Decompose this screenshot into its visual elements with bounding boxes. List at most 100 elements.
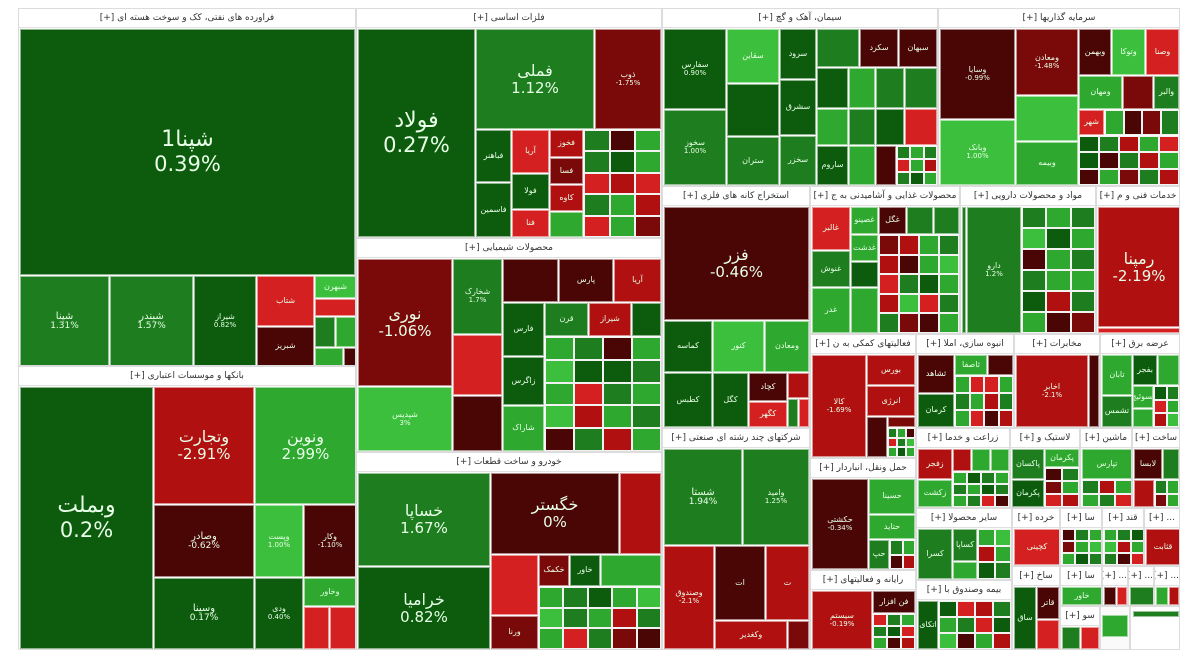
stock-tile[interactable]: خراميا 0.82% xyxy=(358,567,490,649)
stock-tile[interactable]: وصادر -0.62% xyxy=(154,505,254,577)
stock-tile[interactable]: حکشتی -0.34% xyxy=(812,479,868,569)
stock-tile[interactable] xyxy=(953,562,977,579)
stock-tile[interactable]: اتکای xyxy=(918,601,938,649)
stock-tile[interactable] xyxy=(876,146,896,185)
stock-tile[interactable]: وسینا 0.17% xyxy=(154,578,254,649)
stock-tile[interactable]: شپنا 1.31% xyxy=(20,276,109,365)
stock-tile[interactable]: تشمس xyxy=(1102,396,1132,427)
small-stocks-grid[interactable] xyxy=(1082,480,1131,507)
stock-tile[interactable]: فولا xyxy=(512,174,549,209)
stock-tile[interactable]: شیراز 0.82% xyxy=(194,276,256,365)
stock-tile[interactable] xyxy=(907,207,933,234)
stock-tile[interactable]: فملی 1.12% xyxy=(476,29,594,129)
stock-tile[interactable]: کنور xyxy=(713,321,764,372)
stock-tile[interactable] xyxy=(727,84,779,136)
stock-tile[interactable]: سخوز 1.00% xyxy=(664,110,726,185)
stock-tile[interactable]: وبانک 1.00% xyxy=(940,120,1015,185)
stock-tile[interactable] xyxy=(851,288,878,333)
stock-tile[interactable]: تپارس xyxy=(1082,449,1131,479)
small-stocks-grid[interactable] xyxy=(939,601,1011,649)
stock-tile[interactable] xyxy=(550,212,583,237)
stock-tile[interactable]: سیستم -0.19% xyxy=(812,591,872,649)
stock-tile[interactable]: کچاد xyxy=(749,373,787,401)
stock-tile[interactable]: غدشت xyxy=(851,235,878,261)
stock-tile[interactable] xyxy=(330,607,355,649)
stock-tile[interactable] xyxy=(1158,355,1179,385)
stock-tile[interactable] xyxy=(888,417,915,427)
stock-tile[interactable]: حتاید xyxy=(869,515,915,539)
sector-header[interactable]: ... [+] xyxy=(1129,567,1153,586)
stock-tile[interactable]: ونوین 2.99% xyxy=(255,387,355,504)
stock-tile[interactable]: کساپا xyxy=(953,529,977,561)
stock-tile[interactable]: حسینا xyxy=(869,479,915,514)
sector-header[interactable]: محصولات غذایی و آشامیدنی به ج [+] xyxy=(811,187,959,206)
stock-tile[interactable]: غالبر xyxy=(812,207,850,250)
small-stocks-grid[interactable] xyxy=(1104,529,1143,565)
stock-tile[interactable]: فنا xyxy=(512,210,549,237)
stock-tile[interactable] xyxy=(905,109,937,145)
stock-tile[interactable]: فزر -0.46% xyxy=(664,207,809,320)
sector-header[interactable]: فراورده های نفتی، کک و سوخت هسته ای [+] xyxy=(19,9,355,28)
stock-tile[interactable] xyxy=(503,259,558,302)
stock-tile[interactable]: وتجارت -2.91% xyxy=(154,387,254,504)
stock-tile[interactable]: ساروم xyxy=(817,146,848,185)
stock-tile[interactable] xyxy=(851,262,878,287)
sector-header[interactable]: خرده [+] xyxy=(1013,509,1059,528)
sector-header[interactable]: بیمه وصندوق با [+] xyxy=(917,581,1011,600)
stock-tile[interactable] xyxy=(1089,355,1099,427)
sector-header[interactable]: ساخت [+] xyxy=(1133,429,1179,448)
stock-tile[interactable]: ساق xyxy=(1014,587,1036,649)
stock-tile[interactable]: سشرق xyxy=(780,80,816,135)
small-stocks-grid[interactable] xyxy=(873,614,915,649)
stock-tile[interactable]: ومهان xyxy=(1079,76,1122,109)
sector-header[interactable]: مواد و محصولات دارویی [+] xyxy=(961,187,1095,206)
sector-header[interactable]: فعالیتهای کمکی به ن [+] xyxy=(811,335,915,354)
stock-tile[interactable]: خساپا 1.67% xyxy=(358,473,490,566)
stock-tile[interactable]: حپ xyxy=(869,540,889,569)
stock-tile[interactable]: ومعادن xyxy=(765,321,809,372)
sector-header[interactable]: حمل ونقل، انباردار [+] xyxy=(811,459,915,478)
stock-tile[interactable] xyxy=(1117,587,1127,605)
sector-header[interactable]: فلزات اساسی [+] xyxy=(357,9,661,28)
stock-tile[interactable]: سرود xyxy=(780,29,816,79)
stock-tile[interactable]: والبر xyxy=(1154,76,1179,109)
stock-tile[interactable]: بفجر xyxy=(1133,355,1157,385)
stock-tile[interactable]: ستران xyxy=(727,137,779,185)
stock-tile[interactable]: وسایا -0.99% xyxy=(940,29,1015,119)
stock-tile[interactable]: خاور xyxy=(1062,587,1101,605)
stock-tile[interactable]: اخابر -2.1% xyxy=(1016,355,1088,427)
stock-tile[interactable] xyxy=(1169,587,1179,605)
stock-tile[interactable]: خکمک xyxy=(539,555,569,586)
stock-tile[interactable] xyxy=(1123,76,1153,109)
stock-tile[interactable]: وتوکا xyxy=(1112,29,1145,75)
small-stocks-grid[interactable] xyxy=(584,130,661,237)
small-stocks-grid[interactable] xyxy=(879,235,959,333)
stock-tile[interactable] xyxy=(601,555,661,586)
stock-tile[interactable]: وکار -1.10% xyxy=(304,505,355,577)
stock-tile[interactable]: غدر xyxy=(812,288,850,333)
small-stocks-grid[interactable] xyxy=(888,428,915,457)
stock-tile[interactable] xyxy=(344,348,355,365)
stock-tile[interactable] xyxy=(876,109,904,145)
sector-header[interactable]: سرمایه گذاریها [+] xyxy=(939,9,1179,28)
stock-tile[interactable]: غنوش xyxy=(812,251,850,287)
stock-tile[interactable] xyxy=(1134,480,1154,507)
stock-tile[interactable]: شبریز xyxy=(257,327,314,365)
stock-tile[interactable]: وصنا xyxy=(1146,29,1179,75)
stock-tile[interactable]: دارو 1.2% xyxy=(967,207,1021,333)
stock-tile[interactable] xyxy=(620,473,661,554)
stock-tile[interactable]: ثشاهد xyxy=(918,355,954,393)
stock-tile[interactable] xyxy=(1062,627,1080,649)
stock-tile[interactable]: آریا xyxy=(512,130,549,173)
stock-tile[interactable] xyxy=(315,317,335,347)
sector-header[interactable]: قند [+] xyxy=(1103,509,1143,528)
stock-tile[interactable] xyxy=(453,335,502,395)
stock-tile[interactable]: کماسه xyxy=(664,321,712,372)
sector-header[interactable]: زراعت و خدما [+] xyxy=(917,429,1009,448)
stock-tile[interactable]: کچینی xyxy=(1014,529,1059,565)
stock-tile[interactable]: فخوز xyxy=(550,130,583,157)
stock-tile[interactable]: سخزر xyxy=(780,136,816,185)
stock-tile[interactable]: وبیمه xyxy=(1016,142,1078,185)
stock-tile[interactable] xyxy=(1133,611,1179,617)
stock-tile[interactable]: ذوب -1.75% xyxy=(595,29,661,129)
